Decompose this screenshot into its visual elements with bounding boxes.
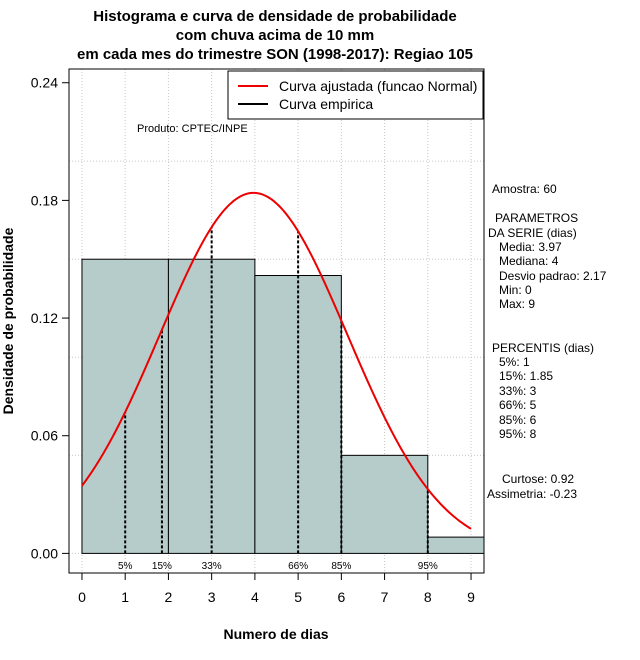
histogram-bar [427,536,485,554]
y-axis-title: Densidade de probabilidade [0,227,16,414]
percentile-label: 15% [152,561,172,572]
percentile-label: 85% [331,561,351,572]
x-tick-label: 4 [251,589,259,605]
legend-empirical-label: Curva empirica [279,96,373,112]
chart-title-line-3: em cada mes do trimestre SON (1998-2017)… [77,46,473,63]
percentile-label: 66% [288,561,308,572]
percentile-5: 5%: 1 [499,355,530,369]
y-axis: 0.00 0.06 0.12 0.18 0.24 [31,75,70,561]
x-tick-label: 3 [208,589,216,605]
stat-stddev: Desvio padrao: 2.17 [499,269,607,283]
stat-kurtosis: Curtose: 0.92 [502,472,574,486]
stat-skewness: Assimetria: -0.23 [487,487,577,501]
histogram-bar [340,454,429,554]
percentile-66: 66%: 5 [499,398,537,412]
percentile-85: 85%: 6 [499,413,537,427]
chart-title-line-2: com chuva acima de 10 mm [176,27,374,44]
y-tick-label: 0.06 [31,428,58,444]
x-tick-label: 2 [165,589,173,605]
chart-title-line-1: Histograma e curva de densidade de proba… [93,8,456,25]
normal-curve [81,191,472,530]
stat-max: Max: 9 [499,297,535,311]
x-tick-label: 8 [424,589,432,605]
product-label: Produto: CPTEC/INPE [137,123,248,135]
stat-median: Mediana: 4 [499,254,559,268]
params-heading: PARAMETROS [495,211,578,225]
legend-normal-label: Curva ajustada (funcao Normal) [279,78,477,94]
curves-layer [81,191,472,530]
percentile-95: 95%: 8 [499,427,537,441]
percentile-label: 33% [202,561,222,572]
y-tick-label: 0.12 [31,310,58,326]
x-tick-label: 5 [294,589,302,605]
percentile-label: 5% [118,561,133,572]
y-tick-label: 0.18 [31,192,58,208]
bars-layer [81,258,485,554]
legend: Curva ajustada (funcao Normal) Curva emp… [227,70,484,120]
legend-box [227,70,484,120]
percentiles-heading: PERCENTIS (dias) [492,341,594,355]
x-tick-label: 9 [467,589,475,605]
percentile-lines-layer: 5% 15% 33% 66% 85% 95% [118,227,438,572]
x-axis-title: Numero de dias [223,626,328,642]
stat-mean: Media: 3.97 [499,240,562,254]
percentile-label: 95% [418,561,438,572]
percentile-33: 33%: 3 [499,384,537,398]
x-tick-label: 7 [381,589,389,605]
y-tick-label: 0.24 [31,75,58,91]
x-tick-label: 0 [78,589,86,605]
sample-size: Amostra: 60 [492,182,557,196]
params-subheading: DA SERIE (dias) [488,226,577,240]
percentile-15: 15%: 1.85 [499,369,553,383]
x-tick-label: 6 [337,589,345,605]
y-tick-label: 0.00 [31,545,58,561]
stats-panel: Amostra: 60 PARAMETROS DA SERIE (dias) M… [487,182,607,501]
histogram-bar [81,258,169,554]
x-axis: 0 1 2 3 4 5 6 7 8 9 [78,572,475,605]
x-tick-label: 1 [121,589,129,605]
stat-min: Min: 0 [499,283,532,297]
